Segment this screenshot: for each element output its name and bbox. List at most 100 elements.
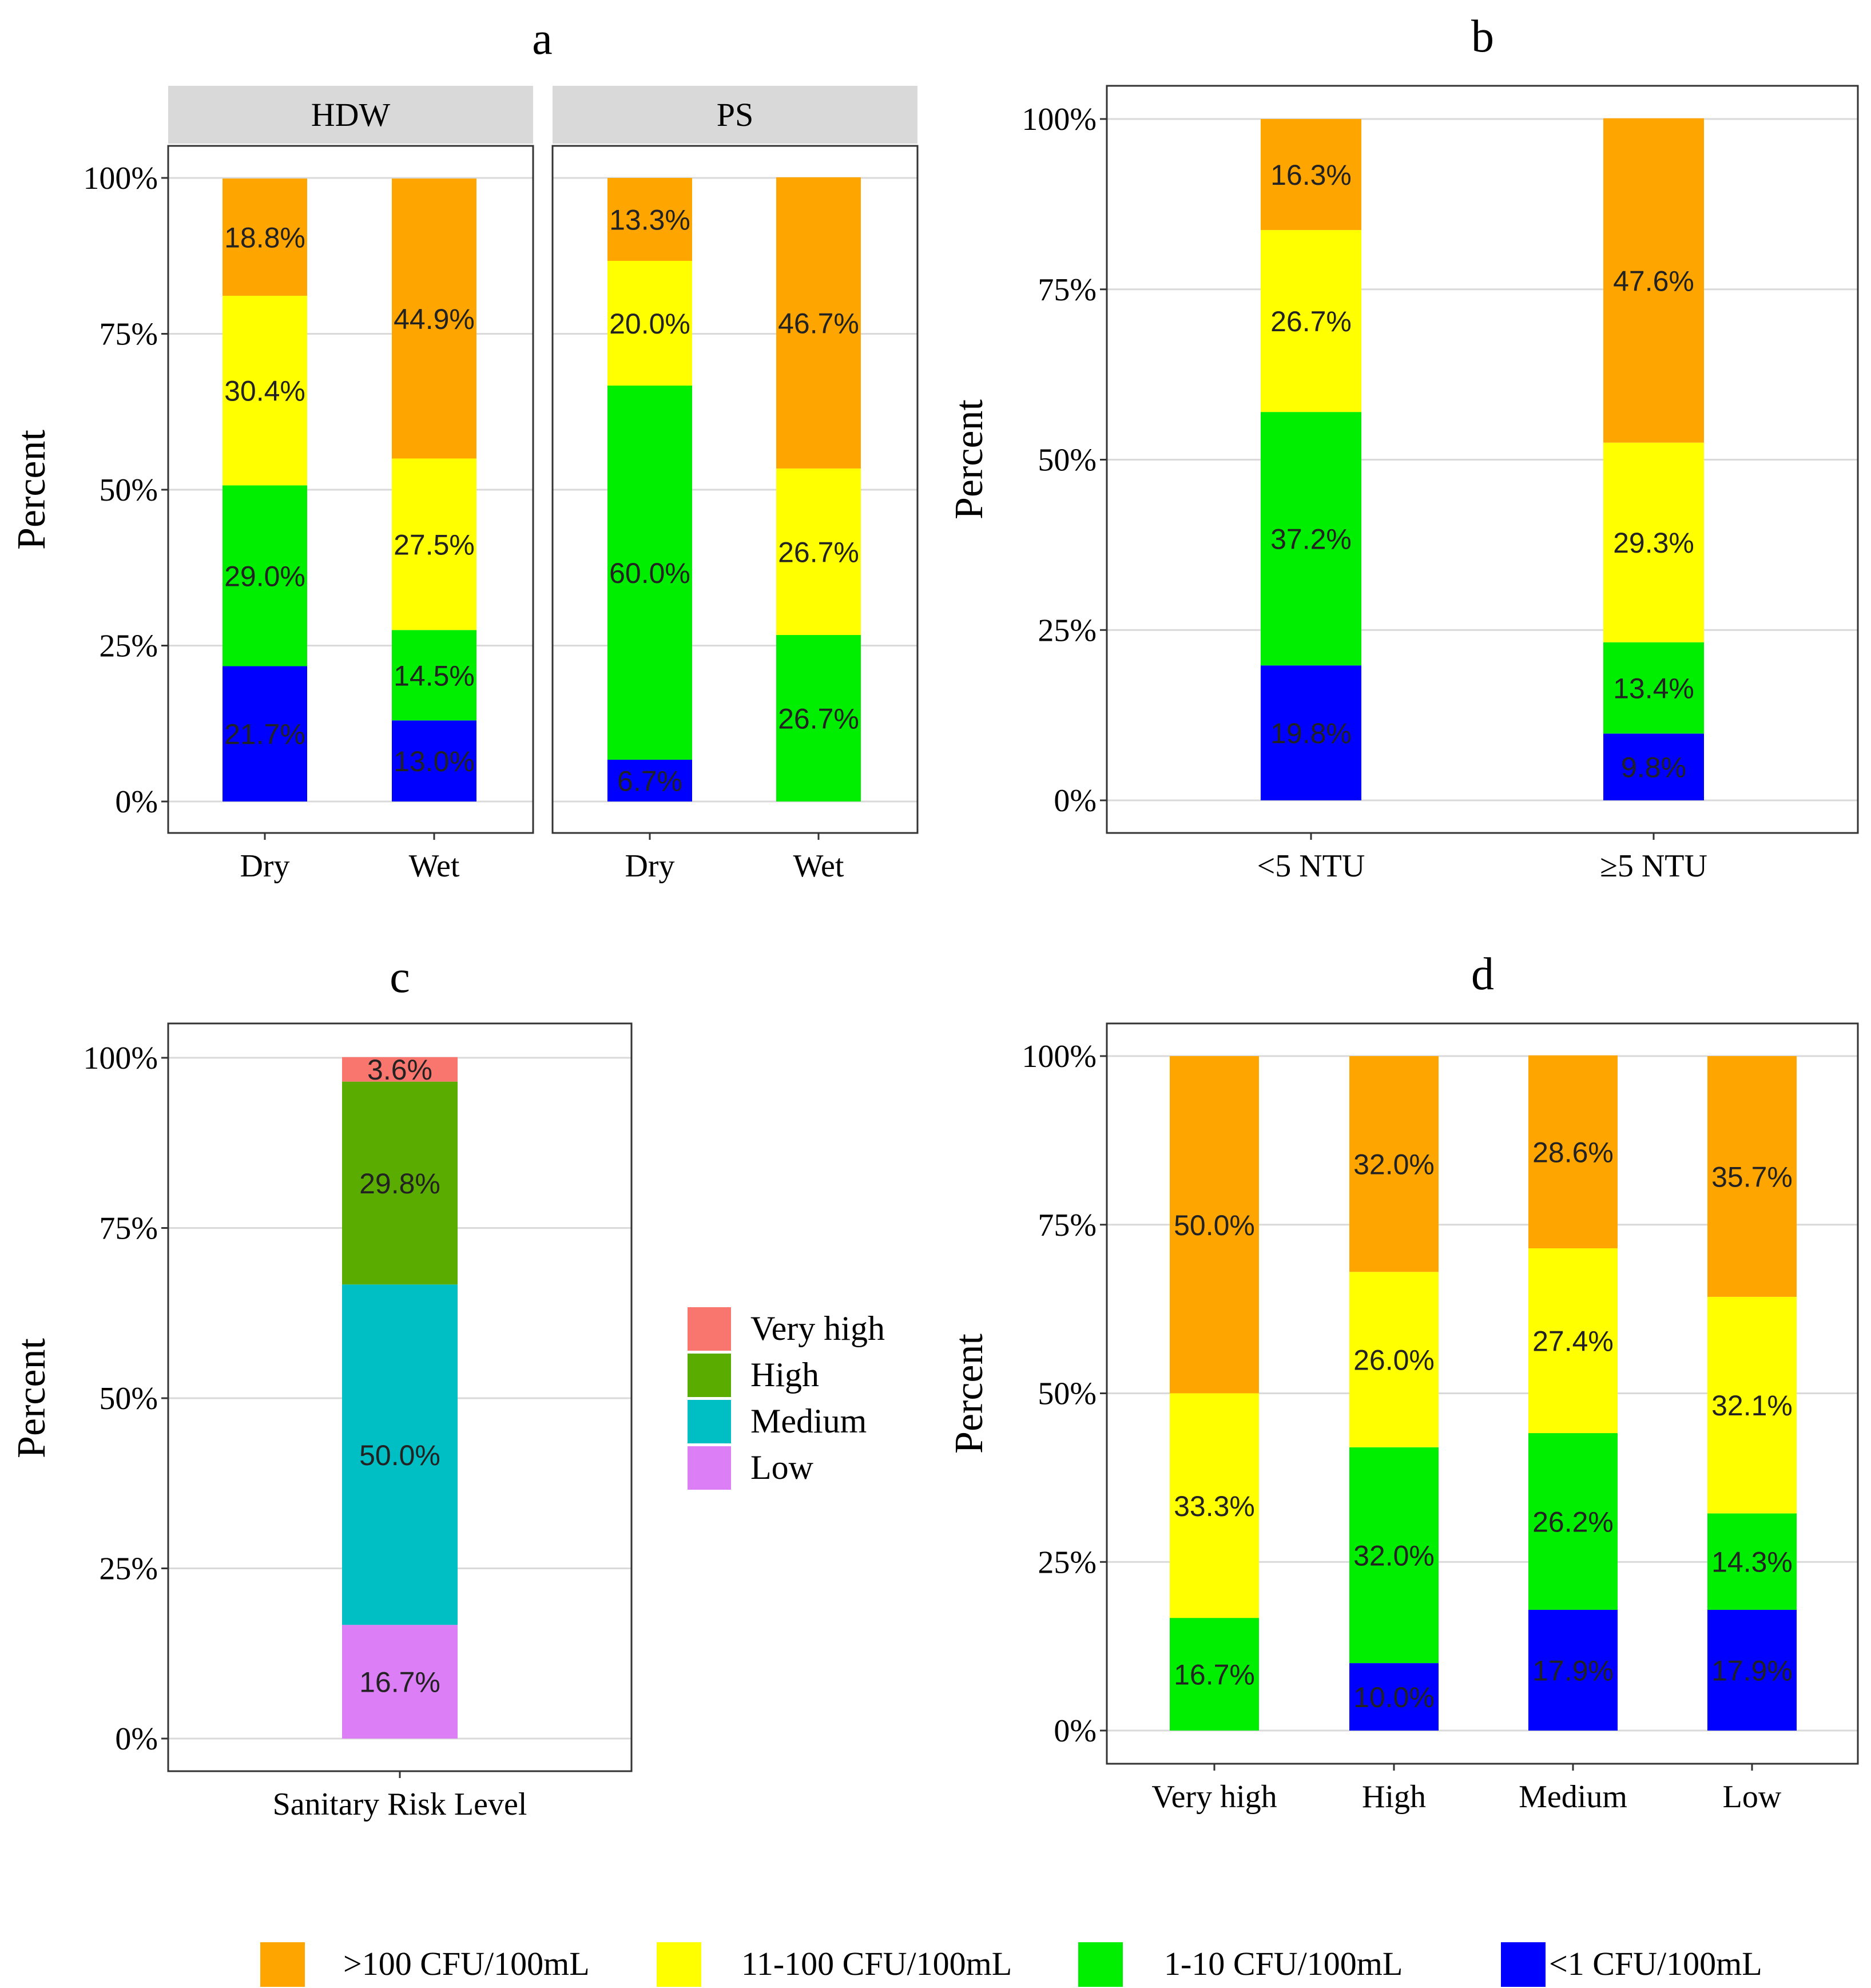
panel-a-data-label: 29.0% [224,560,305,592]
panel-c-legend-label: Low [750,1449,814,1486]
panel-c-bar-medium [342,1284,458,1625]
panel-a-xtick-label: Wet [793,848,844,884]
panel-d-bar-c11to100 [1349,1272,1439,1447]
legend-label: >100 CFU/100mL [343,1945,590,1982]
panel-c-ytick-label: 50% [99,1381,158,1416]
panel-c-legend-label: Very high [750,1310,885,1347]
panel-b-bar-over100 [1603,118,1704,443]
panel-a-bar-c1to10 [392,630,476,721]
legend-swatch-lt1 [1501,1942,1546,1987]
panel-b-data-label: 26.7% [1270,305,1352,338]
panel-a-strip-label: PS [717,96,754,133]
panel-d-data-label: 50.0% [1174,1209,1255,1241]
panel-b-data-label: 16.3% [1270,159,1352,191]
panel-c-legend-swatch-medium [688,1400,731,1443]
panel-a-bar-c1to10 [607,385,692,760]
panel-d-data-label: 26.2% [1532,1506,1614,1538]
panel-a-ytick-label: 0% [115,784,158,820]
panel-c-xtick-label: Sanitary Risk Level [273,1787,527,1822]
panel-d-bar-over100 [1349,1056,1439,1272]
legend-swatch-c11to100 [657,1942,701,1987]
panel-b-data-label: 47.6% [1613,265,1694,297]
panel-d-bar-c1to10 [1528,1433,1618,1610]
panel-a-bar-over100 [223,178,307,296]
panel-a-bar-over100 [607,178,692,261]
panel-a-ytick-label: 100% [83,161,158,196]
panel-a-ytick-label: 25% [99,629,158,664]
panel-b-xtick-label: <5 NTU [1257,848,1365,884]
panel-b-bar-lt1 [1603,733,1704,800]
panel-b-bar-lt1 [1261,665,1361,800]
panel-d-bar-over100 [1170,1056,1259,1394]
panel-d-ytick-label: 25% [1038,1545,1097,1580]
panel-b-data-label: 29.3% [1613,527,1694,559]
panel-c-legend-swatch-low [688,1446,731,1490]
panel-b-bar-c1to10 [1603,642,1704,734]
panel-c-ytick-label: 75% [99,1211,158,1247]
panel-a-bar-c11to100 [392,458,476,630]
panel-d-xtick-label: Medium [1519,1779,1627,1815]
panel-c-bar-veryHigh [342,1057,458,1082]
panel-d-data-label: 17.9% [1711,1654,1793,1687]
panel-a-bar-c1to10 [776,634,861,801]
panel-c-data-label: 29.8% [359,1168,440,1200]
panel-a-bar-c11to100 [776,468,861,635]
panel-d-data-label: 32.1% [1711,1390,1793,1422]
panel-d-xtick-label: Low [1723,1779,1782,1815]
panel-d-data-label: 35.7% [1711,1161,1793,1193]
panel-d-bar-c1to10 [1349,1447,1439,1664]
panel-a-bar-lt1 [223,666,307,801]
panel-a-data-label: 44.9% [394,303,475,335]
panel-c-data-label: 50.0% [359,1439,440,1471]
panel-a-xtick-label: Dry [625,848,674,884]
panel-a-strip-bg [168,86,533,144]
panel-a-xtick-label: Wet [409,848,460,884]
panel-d-ytick-label: 75% [1038,1208,1097,1243]
panel-a-ytick-label: 75% [99,317,158,352]
panel-d-data-label: 14.3% [1711,1546,1793,1578]
panel-c-title: c [390,952,410,1002]
panel-c-ytick-label: 100% [83,1041,158,1076]
panel-a-data-label: 60.0% [609,557,690,589]
panel-d-xtick-label: High [1362,1779,1426,1815]
panel-a-bar-lt1 [607,759,692,801]
panel-a-bar-c1to10 [223,485,307,666]
panel-a-data-label: 27.5% [394,529,475,561]
panel-a-bar-c11to100 [223,296,307,486]
panel-d-ylabel: Percent [947,1334,991,1454]
panel-d-bar-c11to100 [1170,1393,1259,1618]
panel-d-bar-c11to100 [1528,1248,1618,1434]
panel-d-bar-lt1 [1349,1663,1439,1731]
panel-a-ytick-label: 50% [99,473,158,508]
panel-b-ytick-label: 75% [1038,272,1097,308]
panel-a-data-label: 30.4% [224,375,305,407]
panel-d-bar-c1to10 [1707,1513,1797,1610]
panel-c-ytick-label: 25% [99,1551,158,1587]
panel-b-ylabel: Percent [947,399,991,519]
panel-d-data-label: 17.9% [1532,1654,1614,1687]
panel-d-bar-c1to10 [1170,1618,1259,1731]
legend-swatch-over100 [260,1942,305,1987]
panel-d-bar-c11to100 [1707,1296,1797,1514]
panel-a-data-label: 14.5% [394,660,475,692]
panel-d-data-label: 33.3% [1174,1490,1255,1522]
panel-a-data-label: 6.7% [617,765,682,797]
panel-c-legend-label: High [750,1356,819,1394]
panel-d-ytick-label: 0% [1054,1713,1097,1749]
panel-b-bar-over100 [1261,119,1361,231]
panel-d-data-label: 26.0% [1353,1344,1435,1376]
panel-b-data-label: 13.4% [1613,672,1694,704]
panel-b-bar-c1to10 [1261,412,1361,666]
panel-d-data-label: 10.0% [1353,1681,1435,1713]
panel-c-legend-label: Medium [750,1402,867,1440]
panel-a-bar-over100 [776,177,861,469]
panel-c-ytick-label: 0% [115,1721,158,1757]
panel-b-data-label: 19.8% [1270,717,1352,749]
panel-a-xtick-label: Dry [240,848,289,884]
panel-d-data-label: 16.7% [1174,1659,1255,1691]
panel-d-title: d [1471,949,1494,999]
panel-c-ylabel: Percent [10,1338,54,1458]
panel-d-bar-lt1 [1528,1609,1618,1731]
panel-a-strip-bg [553,86,917,144]
